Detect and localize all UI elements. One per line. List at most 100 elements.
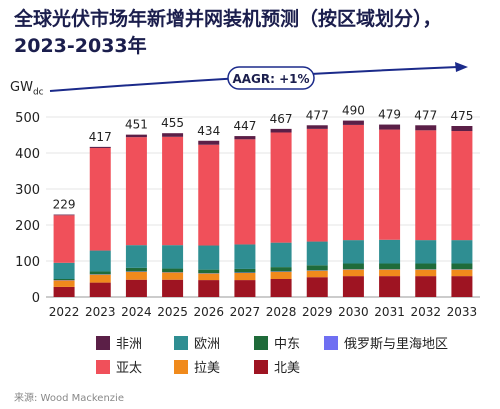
bar-segment-2024-拉美 bbox=[125, 271, 147, 280]
bar-segment-2030-欧洲 bbox=[342, 240, 364, 264]
bar-segment-2032-拉美 bbox=[415, 269, 437, 277]
legend-swatch-中东 bbox=[254, 335, 268, 350]
bar-segment-2025-欧洲 bbox=[162, 245, 184, 269]
bar-segment-2031-拉美 bbox=[379, 269, 401, 277]
legend-swatch-拉美 bbox=[174, 359, 188, 374]
legend-item-俄罗斯与里海地区: 俄罗斯与里海地区 bbox=[324, 333, 448, 352]
legend-item-亚太: 亚太 bbox=[96, 357, 142, 376]
legend-item-非洲: 非洲 bbox=[96, 333, 142, 352]
legend-swatch-北美 bbox=[254, 359, 268, 374]
y-tick-label-100: 100 bbox=[15, 255, 40, 270]
bar-segment-2025-北美 bbox=[162, 279, 184, 297]
bar-segment-2032-北美 bbox=[415, 276, 437, 297]
x-tick-label-2027: 2027 bbox=[230, 305, 261, 319]
legend-label-非洲: 非洲 bbox=[116, 337, 143, 352]
bar-segment-2026-亚太 bbox=[198, 144, 220, 246]
bar-segment-2027-北美 bbox=[234, 280, 256, 297]
bar-segment-2025-非洲 bbox=[162, 133, 184, 137]
aagr-arrow-head bbox=[455, 62, 468, 72]
bar-segment-2028-拉美 bbox=[270, 271, 292, 279]
bar-segment-2033-欧洲 bbox=[451, 240, 473, 264]
bar-segment-2031-中东 bbox=[379, 263, 401, 270]
legend-label-北美: 北美 bbox=[274, 361, 301, 376]
bar-segment-2030-中东 bbox=[342, 263, 364, 270]
bar-segment-2023-欧洲 bbox=[89, 250, 111, 272]
bar-segment-2024-亚太 bbox=[125, 137, 147, 246]
y-axis-unit-main: GW bbox=[10, 80, 33, 95]
legend-item-拉美: 拉美 bbox=[174, 357, 220, 376]
bar-segment-2028-亚太 bbox=[270, 132, 292, 243]
bar-segment-2033-北美 bbox=[451, 276, 473, 297]
bar-segment-2032-欧洲 bbox=[415, 240, 437, 264]
bar-segment-2032-亚太 bbox=[415, 130, 437, 241]
x-tick-label-2031: 2031 bbox=[374, 305, 405, 319]
bar-segment-2024-非洲 bbox=[125, 134, 147, 138]
bar-segment-2028-欧洲 bbox=[270, 242, 292, 268]
legend-swatch-非洲 bbox=[96, 335, 110, 350]
bar-segment-2030-亚太 bbox=[342, 124, 364, 241]
legend-item-北美: 北美 bbox=[254, 357, 300, 376]
x-tick-label-2029: 2029 bbox=[302, 305, 333, 319]
bar-segment-2026-欧洲 bbox=[198, 245, 220, 270]
bar-segment-2029-拉美 bbox=[306, 270, 328, 278]
bar-segment-2029-北美 bbox=[306, 277, 328, 297]
y-tick-label-200: 200 bbox=[15, 219, 40, 234]
bar-segment-2023-北美 bbox=[89, 282, 111, 297]
bar-segment-2031-非洲 bbox=[379, 124, 401, 130]
x-tick-label-2028: 2028 bbox=[266, 305, 297, 319]
x-tick-label-2024: 2024 bbox=[121, 305, 152, 319]
bar-segment-2028-北美 bbox=[270, 279, 292, 297]
bar-segment-2026-拉美 bbox=[198, 273, 220, 281]
bar-segment-2029-非洲 bbox=[306, 125, 328, 129]
x-tick-label-2033: 2033 bbox=[447, 305, 478, 319]
bar-segment-2033-拉美 bbox=[451, 269, 473, 277]
total-label-2023: 417 bbox=[89, 130, 112, 144]
total-label-2026: 434 bbox=[197, 124, 220, 138]
bar-segment-2023-中东 bbox=[89, 271, 111, 275]
source-note: 来源: Wood Mackenzie bbox=[14, 393, 124, 404]
bar-segment-2033-非洲 bbox=[451, 126, 473, 132]
bar-segment-2022-北美 bbox=[53, 286, 75, 297]
bar-segment-2026-北美 bbox=[198, 280, 220, 297]
x-tick-label-2026: 2026 bbox=[193, 305, 224, 319]
bar-segment-2029-亚太 bbox=[306, 128, 328, 242]
bar-segment-2033-中东 bbox=[451, 263, 473, 270]
bar-segment-2022-中东 bbox=[53, 279, 75, 281]
y-axis-unit-sub: dc bbox=[32, 87, 44, 98]
bar-segment-2033-亚太 bbox=[451, 131, 473, 241]
legend-label-中东: 中东 bbox=[274, 337, 301, 352]
bar-segment-2029-欧洲 bbox=[306, 241, 328, 266]
legend-item-中东: 中东 bbox=[254, 333, 300, 352]
bar-segment-2030-拉美 bbox=[342, 269, 364, 277]
bar-segment-2024-中东 bbox=[125, 267, 147, 272]
bar-segment-2027-亚太 bbox=[234, 139, 256, 245]
x-tick-label-2022: 2022 bbox=[49, 305, 80, 319]
bar-segment-2032-非洲 bbox=[415, 125, 437, 131]
bar-segment-2025-拉美 bbox=[162, 272, 184, 280]
bar-segment-2027-欧洲 bbox=[234, 244, 256, 269]
bar-segment-2031-亚太 bbox=[379, 129, 401, 240]
bar-segment-2024-欧洲 bbox=[125, 245, 147, 268]
bar-segment-2023-亚太 bbox=[89, 147, 111, 251]
bar-segment-2027-拉美 bbox=[234, 272, 256, 281]
bar-segment-2028-中东 bbox=[270, 267, 292, 272]
bar-segment-2030-北美 bbox=[342, 276, 364, 297]
x-tick-label-2032: 2032 bbox=[410, 305, 441, 319]
bar-segment-2030-非洲 bbox=[342, 120, 364, 125]
total-label-2029: 477 bbox=[306, 108, 329, 122]
y-tick-label-500: 500 bbox=[15, 111, 40, 126]
total-label-2027: 447 bbox=[233, 119, 256, 133]
bar-segment-2032-中东 bbox=[415, 263, 437, 270]
legend-item-欧洲: 欧洲 bbox=[174, 333, 220, 352]
x-tick-label-2025: 2025 bbox=[157, 305, 188, 319]
legend-swatch-俄罗斯与里海地区 bbox=[324, 335, 338, 350]
legend-label-俄罗斯与里海地区: 俄罗斯与里海地区 bbox=[344, 337, 449, 352]
bar-segment-2025-亚太 bbox=[162, 136, 184, 246]
bar-segment-2027-非洲 bbox=[234, 136, 256, 140]
bar-segment-2026-中东 bbox=[198, 269, 220, 274]
legend-swatch-亚太 bbox=[96, 359, 110, 374]
bar-segment-2023-拉美 bbox=[89, 274, 111, 283]
total-label-2028: 467 bbox=[270, 112, 293, 126]
total-label-2031: 479 bbox=[378, 108, 401, 122]
